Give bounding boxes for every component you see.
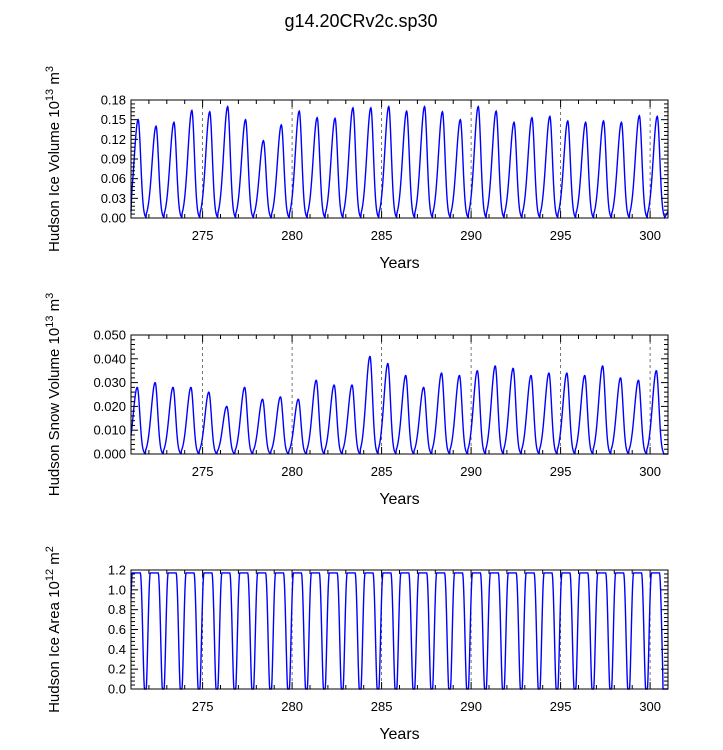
panel-ice-area: 0.0 0.2 0.4 0.6 0.8 1.0 1.2 275 280 285 290 295 300 Y… (44, 546, 669, 743)
y-tick-label: 0.020 (93, 399, 126, 414)
y-tick-label: 0.03 (101, 191, 126, 206)
y-axis-label: Hudson Ice Volume 1013 m3 (44, 66, 63, 252)
x-tick-label: 285 (371, 464, 393, 479)
x-tick-label: 275 (192, 464, 214, 479)
panel-snow-volume: 0.000 0.010 0.020 0.030 0.040 0.050 275 280 285 2… (44, 293, 669, 508)
x-tick-label: 290 (460, 228, 482, 243)
x-tick-label: 300 (639, 228, 661, 243)
y-tick-label: 0.040 (93, 351, 126, 366)
y-tick-label: 1.2 (108, 563, 126, 578)
x-axis-label: Years (379, 726, 419, 743)
y-axis-label: Hudson Ice Area 1012 m2 (44, 546, 63, 713)
chart-title: g14.20CRv2c.sp30 (284, 11, 437, 31)
y-tick-label: 0.010 (93, 423, 126, 438)
y-tick-label: 0.2 (108, 662, 126, 677)
series-line-ice-area (130, 572, 668, 690)
y-tick-label: 0.000 (93, 447, 126, 462)
x-tick-label: 280 (281, 228, 303, 243)
x-tick-label: 275 (192, 228, 214, 243)
panel-ice-volume: 0.00 0.03 0.06 0.09 0.12 0.15 0.18 275 280 285 290… (44, 66, 669, 272)
y-tick-label: 0.4 (108, 642, 126, 657)
x-tick-label: 295 (550, 228, 572, 243)
y-tick-label: 0.050 (93, 328, 126, 343)
series-line-snow-volume (130, 355, 668, 455)
y-tick-label: 0.18 (101, 93, 126, 108)
x-tick-label: 300 (639, 464, 661, 479)
x-tick-label: 280 (281, 699, 303, 714)
y-tick-label: 0.09 (101, 152, 126, 167)
panels: 0.00 0.03 0.06 0.09 0.12 0.15 0.18 275 280 285 290… (44, 66, 669, 743)
x-axis-label: Years (379, 255, 419, 272)
x-tick-label: 285 (371, 228, 393, 243)
x-tick-label: 280 (281, 464, 303, 479)
y-tick-label: 0.030 (93, 375, 126, 390)
y-tick-label: 1.0 (108, 582, 126, 597)
x-tick-label: 300 (639, 699, 661, 714)
x-tick-label: 290 (460, 464, 482, 479)
y-tick-label: 0.0 (108, 682, 126, 697)
x-tick-label: 290 (460, 699, 482, 714)
y-tick-label: 0.12 (101, 132, 126, 147)
x-axis-label: Years (379, 491, 419, 508)
y-tick-label: 0.8 (108, 602, 126, 617)
x-tick-label: 275 (192, 699, 214, 714)
y-tick-label: 0.6 (108, 622, 126, 637)
y-axis-label: Hudson Snow Volume 1013 m3 (44, 293, 63, 497)
y-tick-label: 0.00 (101, 211, 126, 226)
y-tick-label: 0.06 (101, 171, 126, 186)
y-tick-label: 0.15 (101, 112, 126, 127)
x-tick-label: 295 (550, 464, 572, 479)
series-line-ice-volume (130, 105, 669, 220)
x-tick-label: 295 (550, 699, 572, 714)
x-tick-label: 285 (371, 699, 393, 714)
